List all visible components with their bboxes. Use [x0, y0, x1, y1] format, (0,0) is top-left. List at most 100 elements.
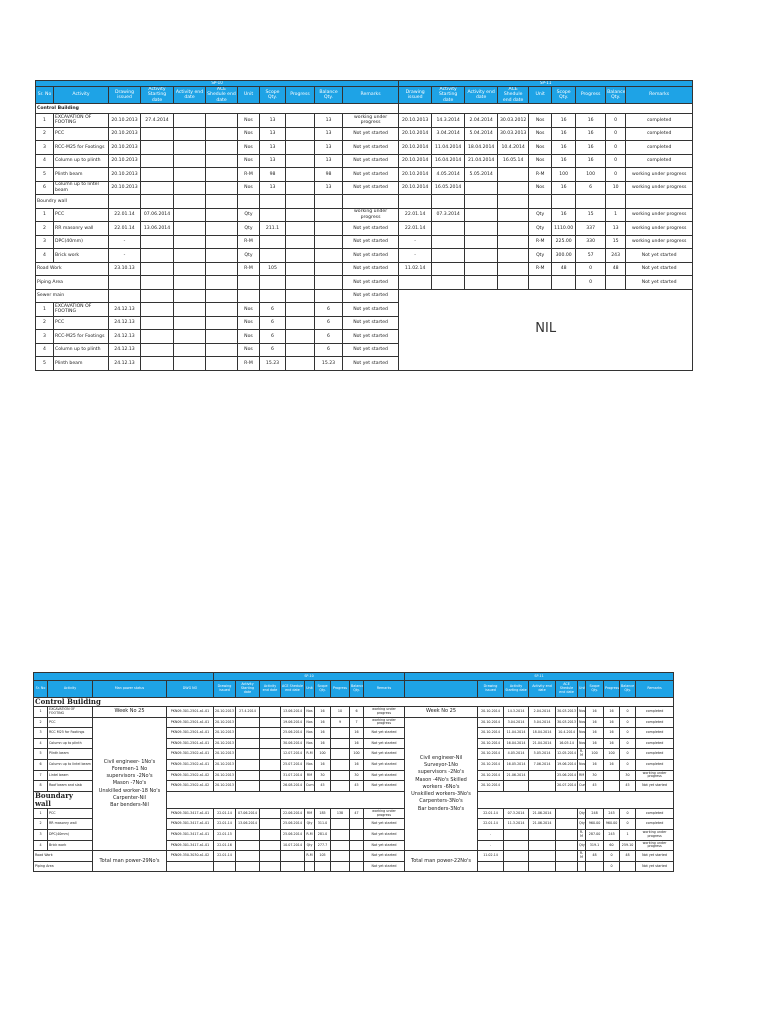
manpower-status: Civil engineer- 1No's Foremen-1 No super…: [92, 716, 167, 852]
table-cell: [528, 829, 557, 841]
table-cell: [205, 329, 238, 344]
table-cell: [140, 248, 174, 263]
table-cell: [259, 807, 281, 820]
table-cell: [431, 248, 466, 263]
group-label: Piping Area: [33, 860, 93, 873]
table-cell: Column up to lintel beam: [47, 759, 93, 771]
table-cell: Not yet started: [362, 818, 406, 831]
column-header: Drawing issued: [213, 680, 236, 698]
group-label: Control Building: [34, 103, 400, 114]
table-cell: [330, 829, 350, 841]
table-cell: 21.06.2014: [528, 807, 557, 820]
column-header: Activity Starting date: [431, 86, 466, 104]
table-cell: 5.05.2014: [464, 167, 499, 182]
table-cell: [477, 790, 675, 809]
table-cell: 16: [314, 759, 331, 771]
table-cell: [398, 275, 433, 290]
table-cell: completed: [625, 153, 694, 168]
table-cell: 100: [314, 748, 331, 760]
table-cell: Nos: [577, 706, 587, 718]
table-cell: 16: [603, 706, 621, 718]
table-cell: 16: [603, 737, 621, 750]
table-cell: Qty: [577, 807, 587, 820]
table-cell: 25.06.2014: [555, 769, 579, 782]
table-cell: [341, 194, 400, 209]
table-cell: Not yet started: [635, 850, 675, 862]
table-cell: Nos: [237, 342, 260, 357]
table-cell: 5.04.2014: [464, 126, 499, 141]
section-title: SP-11: [404, 672, 675, 681]
table-cell: 311.0: [314, 818, 331, 831]
group-label: Boundry wall: [35, 194, 109, 209]
column-header: ACE Shedule end date: [280, 680, 305, 698]
table-cell: working under progress: [625, 221, 694, 236]
column-header: Unit: [304, 680, 315, 698]
table-cell: 11.04.2014: [503, 727, 530, 739]
table-cell: [285, 234, 315, 249]
table-cell: 6: [259, 342, 286, 357]
table-cell: [205, 234, 238, 249]
table-cell: [497, 180, 530, 195]
table-cell: 20.10.2013: [108, 140, 141, 155]
table-cell: Not yet started: [362, 850, 406, 862]
table-cell: Not yet started: [625, 248, 694, 263]
table-cell: completed: [635, 807, 675, 820]
table-cell: 243: [605, 248, 627, 263]
table-cell: [259, 288, 286, 303]
table-cell: [551, 194, 577, 209]
column-header: Drawing issued: [398, 86, 433, 104]
table-cell: 16: [585, 706, 605, 718]
table-cell: 15.23: [259, 356, 286, 371]
table-cell: 30.03.2013: [555, 706, 579, 718]
column-header: Activity end date: [464, 86, 499, 104]
table-cell: Nos: [577, 737, 587, 750]
table-cell: Not yet started: [362, 737, 406, 750]
table-cell: [259, 839, 281, 852]
table-cell: RM: [577, 769, 587, 782]
table-cell: Cum: [304, 780, 315, 792]
table-cell: 11.02.14: [477, 850, 505, 862]
table-cell: [259, 829, 281, 841]
table-cell: 26.08.2014: [280, 780, 305, 792]
table-cell: [173, 275, 206, 290]
table-cell: 16: [575, 153, 607, 168]
table-cell: working under progress: [362, 716, 406, 729]
table-cell: 10: [330, 706, 350, 718]
table-cell: 30: [314, 769, 331, 782]
table-cell: 13: [259, 113, 286, 128]
table-cell: PCC: [47, 807, 93, 820]
table-cell: 48: [585, 850, 605, 862]
table-cell: 2: [35, 315, 54, 330]
table-cell: [173, 248, 206, 263]
table-cell: 16: [551, 180, 577, 195]
table-cell: 100: [575, 167, 607, 182]
table-cell: RR masonry wall: [47, 818, 93, 831]
table-cell: R-M: [237, 234, 260, 249]
table-cell: 100: [585, 748, 605, 760]
table-cell: [259, 275, 286, 290]
column-header: Remarks: [362, 680, 406, 698]
table-cell: 11.3.2014: [503, 818, 530, 831]
column-header: Progress: [603, 680, 621, 698]
table-cell: 10.4.2014: [497, 140, 530, 155]
table-cell: 20.10.2013: [213, 706, 236, 718]
table-cell: Not yet started: [362, 780, 406, 792]
table-cell: PKN09-301-2501-a1-01: [166, 737, 214, 750]
table-cell: Nos: [528, 153, 553, 168]
table-cell: [314, 860, 331, 873]
table-cell: [205, 302, 238, 317]
table-row: 1 EXCAVATION OF FOOTING 24.12.13 Nos 6 6 Not y…: [35, 302, 693, 317]
table-cell: Nos: [304, 706, 315, 718]
group-header-row: Control Building: [32, 696, 675, 708]
table-row: 2 RR masonry wall 22.01.14 13.06.2014 Qty 211…: [35, 221, 694, 236]
table-cell: working under progress: [625, 180, 694, 195]
table-cell: 22.06.2014: [280, 807, 305, 820]
column-header: Scope Qty.: [259, 86, 286, 104]
table-cell: -: [398, 234, 433, 249]
table-cell: [330, 759, 350, 771]
table-cell: [314, 275, 343, 290]
table-cell: 24.12.13: [108, 302, 141, 317]
table-cell: [330, 860, 350, 873]
table-cell: 14.3.2014: [503, 706, 530, 718]
manpower-status: Week No 25: [92, 706, 167, 718]
